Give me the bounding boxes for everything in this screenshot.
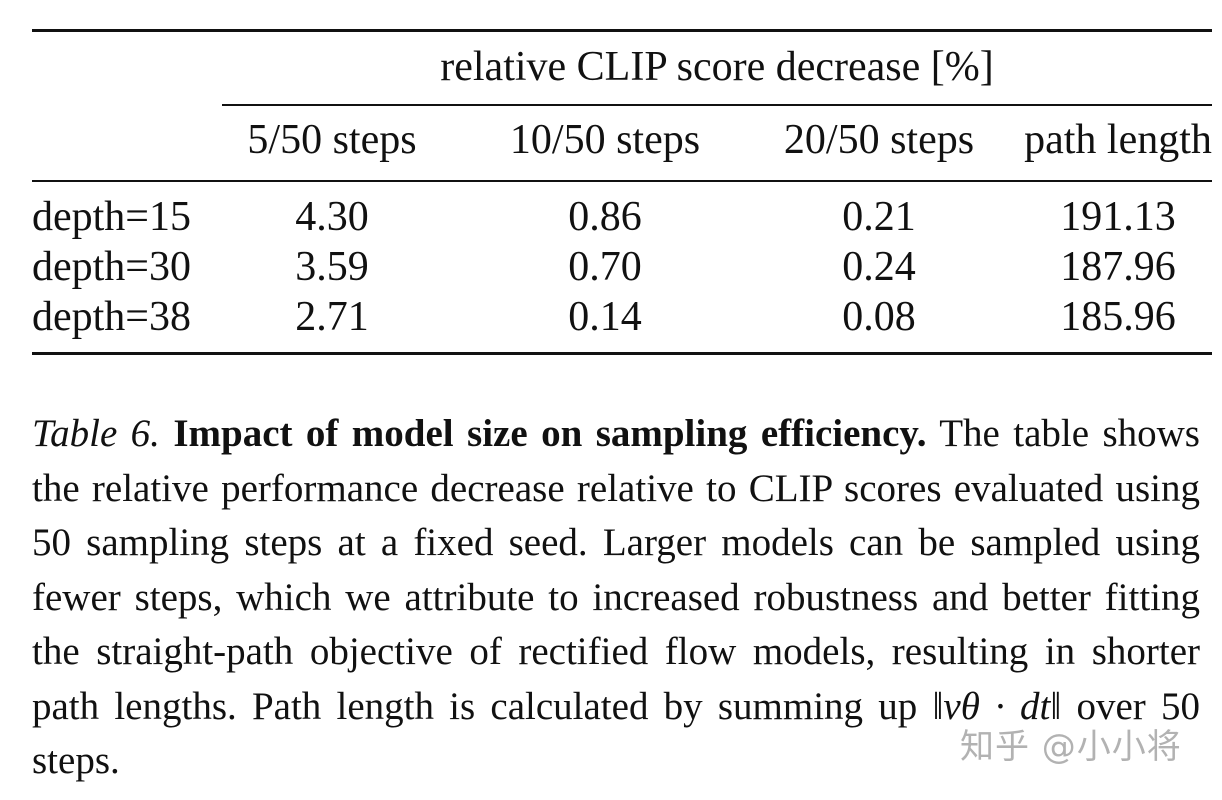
table-cell: 0.70 <box>568 244 642 290</box>
span-header-underline <box>222 104 1212 106</box>
row-label: depth=38 <box>32 294 191 340</box>
table-cell: 0.86 <box>568 194 642 240</box>
table-cell: 0.21 <box>842 194 916 240</box>
caption-formula: ‖vθ · dt‖ <box>932 684 1062 728</box>
row-label: depth=30 <box>32 244 191 290</box>
table-top-rule <box>32 29 1212 32</box>
column-header-5-steps: 5/50 steps <box>247 117 417 163</box>
table-cell: 0.14 <box>568 294 642 340</box>
watermark: 知乎 @小小将 <box>960 727 1182 767</box>
table-cell: 187.96 <box>1060 244 1176 290</box>
span-header: relative CLIP score decrease [%] <box>440 44 994 90</box>
caption-body-end: over 50 steps. <box>32 684 1200 783</box>
table-header-rule <box>32 180 1212 182</box>
table-cell: 0.24 <box>842 244 916 290</box>
table-cell: 0.08 <box>842 294 916 340</box>
caption-body: The table shows the relative performance… <box>32 412 1200 728</box>
caption-label: Table 6. <box>32 412 160 455</box>
table-cell: 3.59 <box>295 244 369 290</box>
table-bottom-rule <box>32 352 1212 355</box>
caption-title: Impact of model size on sampling efficie… <box>173 412 927 455</box>
row-label: depth=15 <box>32 194 191 240</box>
column-header-10-steps: 10/50 steps <box>509 117 701 163</box>
table-cell: 191.13 <box>1060 194 1176 240</box>
table-caption: Table 6. Impact of model size on samplin… <box>32 407 1200 789</box>
table-cell: 2.71 <box>295 294 369 340</box>
column-header-path-length: path length <box>1024 117 1212 163</box>
table-cell: 185.96 <box>1060 294 1176 340</box>
column-header-20-steps: 20/50 steps <box>783 117 975 163</box>
table-cell: 4.30 <box>295 194 369 240</box>
